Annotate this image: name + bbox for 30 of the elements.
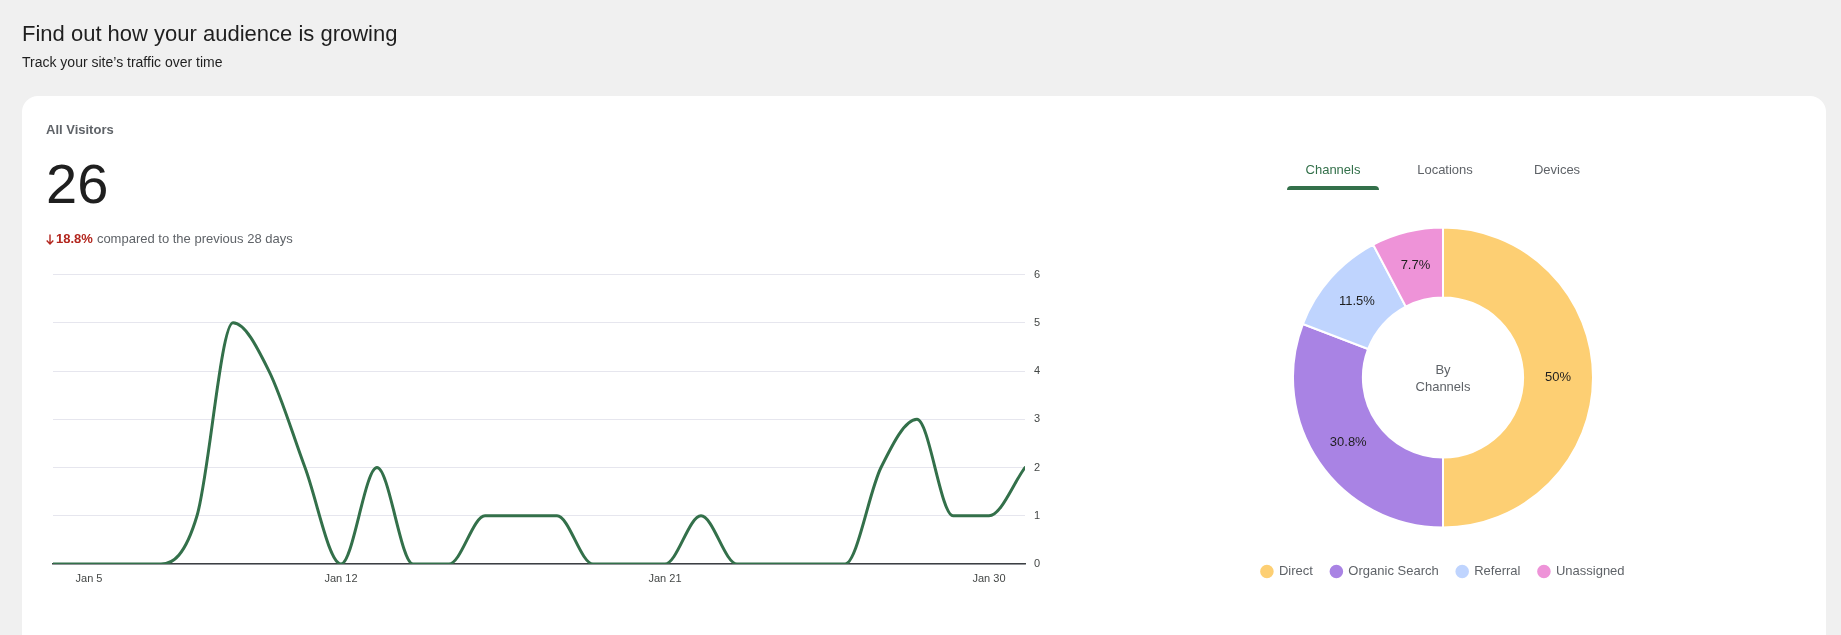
text: Find out how your audience is growing (22, 20, 398, 48)
data-label: 11.5% (1338, 292, 1376, 308)
x-tick-label: Jan 12 (324, 571, 358, 584)
legend-label: Organic Search (1348, 563, 1439, 579)
text: 26 (46, 152, 109, 215)
y-tick-label: 2 (1034, 460, 1041, 473)
text: 18.8% (56, 231, 93, 247)
y-tick-label: 4 (1034, 364, 1041, 377)
text: By Channels (1414, 360, 1472, 395)
y-tick-label: 1 (1034, 508, 1041, 521)
chart-title: All Visitors (46, 122, 114, 138)
data-label: 7.7% (1400, 257, 1431, 273)
data-label: 50% (1545, 369, 1572, 385)
text: Track your site’s traffic over time (22, 53, 223, 71)
data-label: 30.8% (1329, 434, 1368, 450)
x-tick-label: Jan 21 (648, 571, 682, 584)
text: compared to the previous 28 days (96, 231, 293, 247)
y-tick-label: 3 (1034, 412, 1041, 425)
text: Channels (1304, 162, 1362, 178)
x-tick-label: Jan 5 (75, 571, 103, 584)
y-tick-label: 6 (1034, 267, 1041, 280)
y-tick-label: 5 (1034, 315, 1041, 328)
legend-label: Referral (1474, 563, 1521, 579)
legend-label: Direct (1278, 563, 1314, 579)
text: Locations (1416, 162, 1474, 178)
text: Devices (1532, 162, 1582, 178)
x-tick-label: Jan 30 (972, 571, 1006, 584)
legend-label: Unassigned (1555, 563, 1625, 579)
line-series (53, 321, 1025, 564)
y-tick-label: 0 (1034, 557, 1041, 570)
